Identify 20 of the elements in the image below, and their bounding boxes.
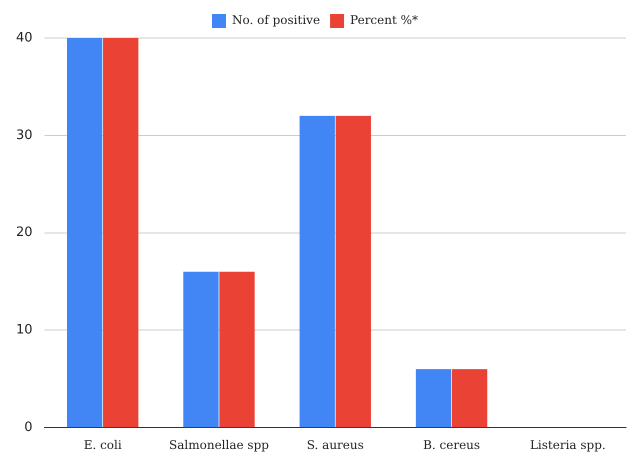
y-tick-label: 30	[16, 128, 33, 143]
bar	[452, 369, 488, 428]
bar	[416, 369, 452, 428]
bar	[103, 38, 138, 428]
x-tick-label: B. cereus	[423, 438, 480, 452]
y-tick-label: 10	[16, 322, 33, 338]
bar	[300, 116, 335, 428]
x-tick-label: E. coli	[84, 438, 122, 452]
x-tick-label: S. aureus	[306, 438, 364, 452]
x-tick-label: Listeria spp.	[530, 438, 606, 452]
bar	[67, 38, 102, 428]
legend-label: No. of positive	[232, 13, 320, 28]
bar	[336, 116, 371, 428]
bar	[219, 272, 255, 428]
x-tick-label: Salmonellae spp	[169, 438, 270, 452]
bar	[183, 272, 219, 428]
y-tick-label: 20	[16, 225, 33, 240]
y-tick-label: 40	[16, 30, 33, 46]
legend-label: Percent %*	[350, 13, 418, 28]
y-tick-label: 0	[24, 420, 33, 435]
